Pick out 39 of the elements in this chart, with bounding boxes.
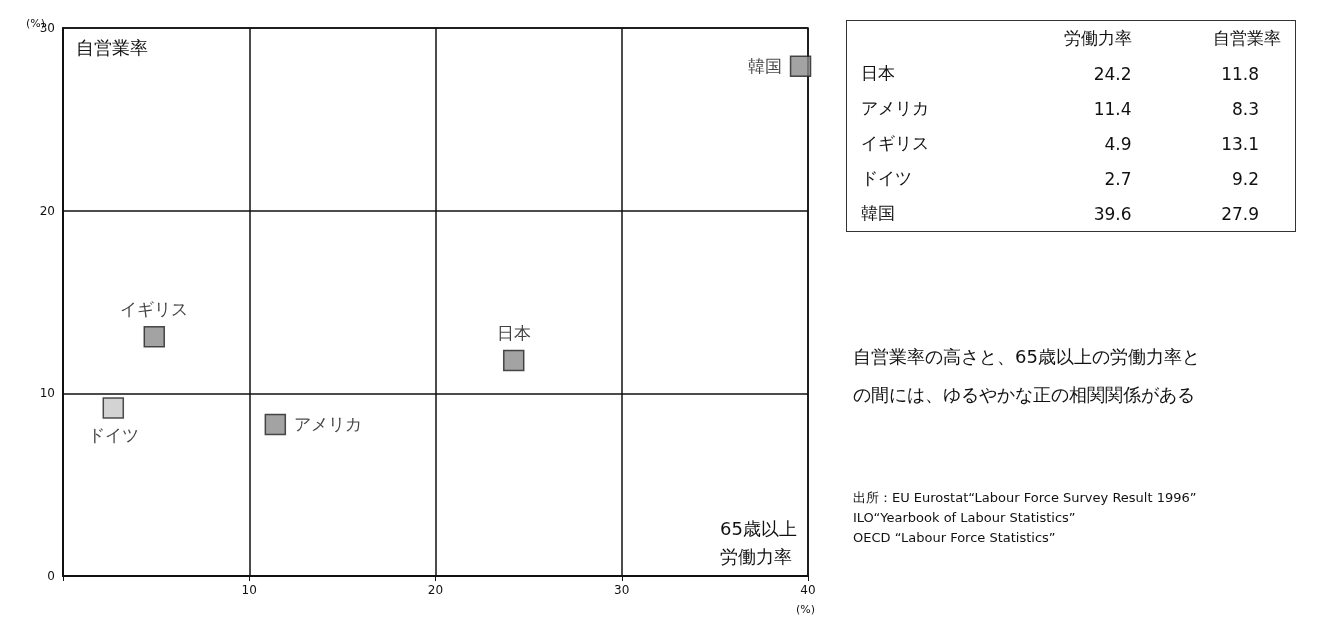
data-label: 4.9	[1103, 132, 1133, 156]
text: 労働力率	[1062, 27, 1133, 50]
data-label: 24.2	[1092, 62, 1133, 86]
series-label: アメリカ	[294, 414, 363, 435]
text: 自営業率の高さと、65歳以上の労働力率との間には、ゆるやかな正の相関関係がある	[853, 345, 1201, 407]
data-label: 8.3	[1230, 97, 1260, 121]
y-tick-label: 20	[39, 203, 55, 218]
data-label: 2.7	[1103, 167, 1133, 191]
x-axis-title: 65歳以上労働力率	[720, 517, 797, 567]
data-label: 9.2	[1230, 167, 1260, 191]
data-label: 11.4	[1092, 97, 1133, 121]
series-label: ドイツ	[87, 425, 139, 446]
category-label: イギリス	[860, 132, 930, 155]
series-label: 韓国	[747, 56, 782, 77]
category-label: 日本	[860, 62, 896, 85]
point	[789, 55, 812, 78]
x-tick-label: 20	[427, 583, 444, 597]
category-label: ドイツ	[860, 167, 913, 190]
data-label: 39.6	[1092, 202, 1133, 226]
point	[102, 397, 125, 419]
x-tick-label: 30	[614, 583, 630, 597]
text: 自営業率	[1212, 27, 1282, 50]
category-label: 韓国	[860, 202, 896, 225]
data-label: 13.1	[1220, 132, 1260, 156]
data-label: 27.9	[1220, 202, 1260, 226]
point	[502, 349, 525, 372]
point	[143, 325, 166, 348]
x-tick-label: 10	[241, 583, 257, 597]
series-label: 日本	[496, 323, 531, 344]
text: 出所：EU Eurostat“Labour Force Survey Result 1996” ILO“Yearbook of Labour Statistics” OECD “Labour Force Statistics”	[853, 489, 1197, 547]
y-axis-title: 自営業率	[76, 36, 148, 58]
x-tick-label: 40	[800, 583, 816, 597]
point	[264, 413, 287, 436]
y-tick-label: 0	[47, 569, 55, 583]
y-tick-label: 10	[39, 386, 55, 401]
text: (%)	[796, 603, 816, 616]
data-label: 11.8	[1220, 62, 1260, 86]
series-label: イギリス	[120, 299, 189, 320]
category-label: アメリカ	[860, 97, 930, 120]
